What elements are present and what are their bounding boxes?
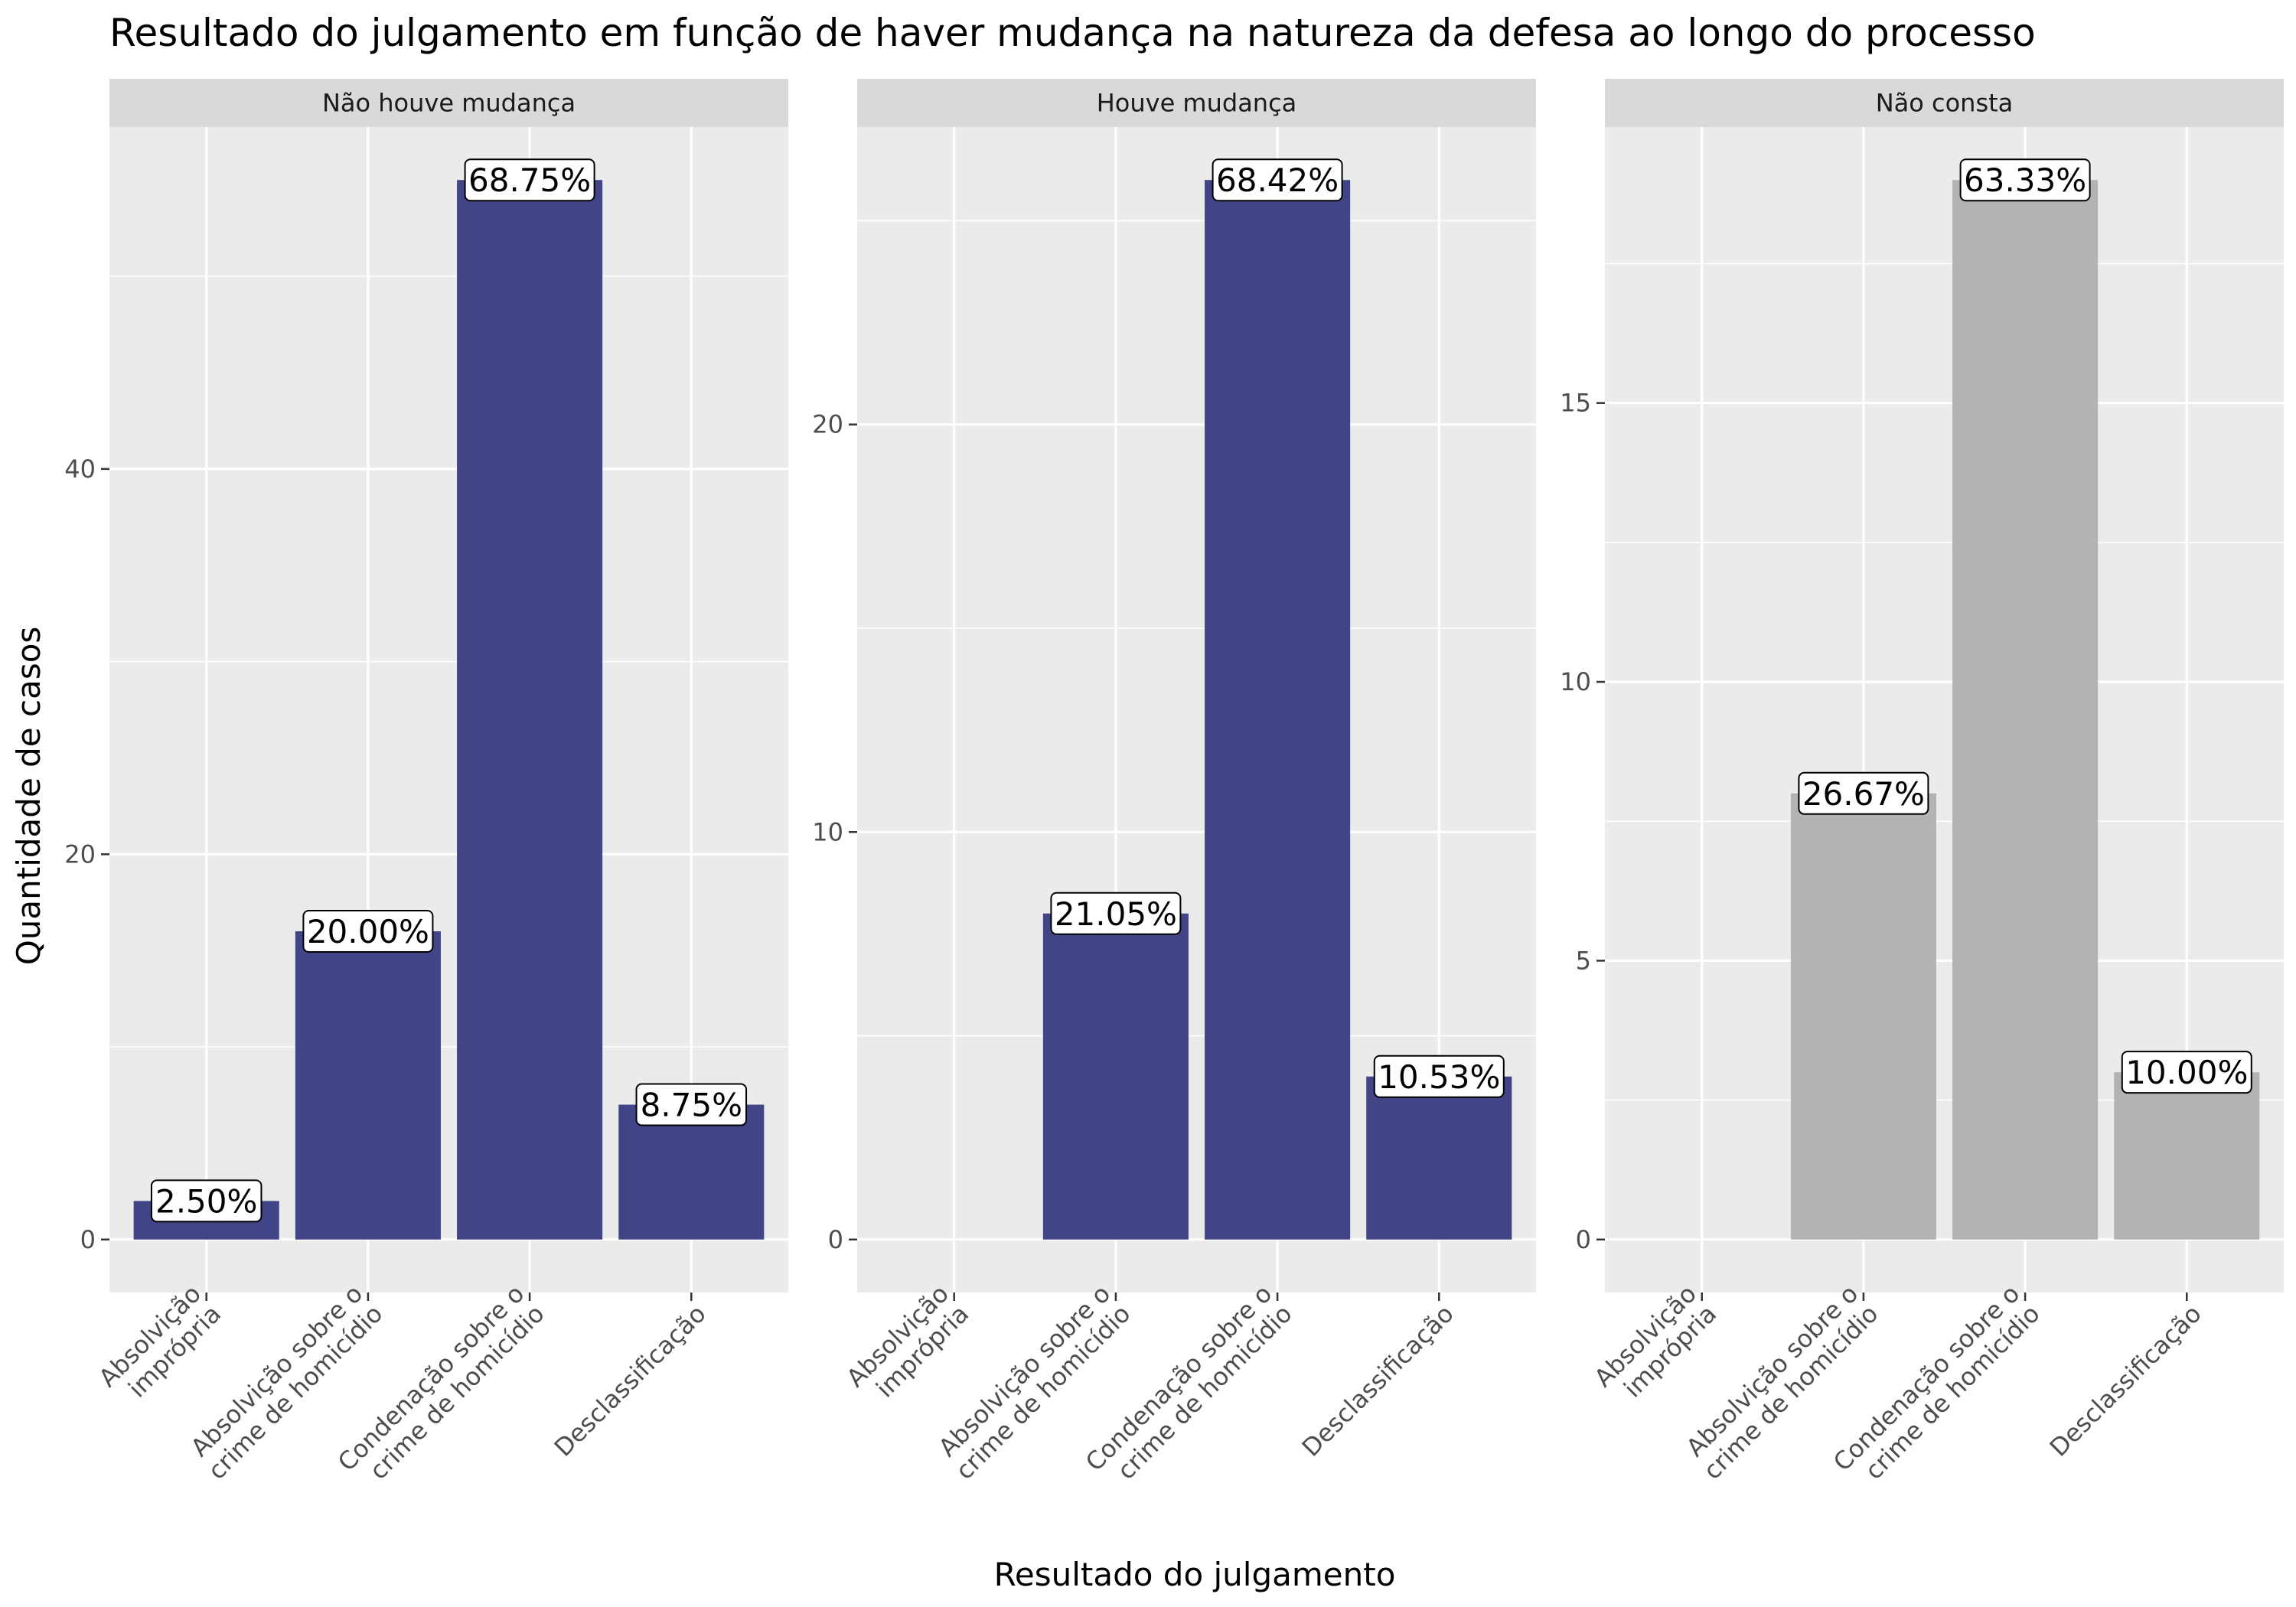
- bar: [618, 1104, 765, 1240]
- data-label-text: 68.42%: [1216, 161, 1339, 199]
- bar: [1042, 913, 1189, 1240]
- facet-panel: Houve mudança21.05%68.42%10.53%01020Abso…: [812, 79, 1536, 1485]
- data-label-text: 21.05%: [1055, 895, 1177, 933]
- y-tick-label: 40: [64, 455, 96, 484]
- bar: [1952, 180, 2099, 1240]
- data-label: 10.00%: [2121, 1051, 2252, 1094]
- facet-strip: [1605, 79, 2284, 127]
- y-tick-label: 20: [812, 410, 843, 439]
- data-label: 2.50%: [150, 1179, 263, 1223]
- data-label: 8.75%: [635, 1083, 748, 1126]
- data-label: 68.75%: [464, 158, 595, 202]
- data-label-box: [150, 1179, 263, 1223]
- data-label: 68.42%: [1212, 158, 1343, 202]
- data-label-text: 2.50%: [155, 1182, 257, 1220]
- facet-strip-label: Não consta: [1876, 89, 2014, 118]
- facet-panel: Não houve mudança 2.50% 20.00% 68.75% 8.75% 0…: [64, 79, 788, 1485]
- bar: [1366, 1076, 1512, 1240]
- y-tick-label: 0: [80, 1225, 96, 1254]
- y-tick-label: 20: [64, 839, 96, 869]
- x-tick-label-line: Desclassificação: [549, 1299, 712, 1462]
- x-tick-label-line: Desclassificação: [2044, 1299, 2207, 1462]
- bar: [1790, 793, 1936, 1240]
- facet-strip-label: Houve mudança: [1097, 89, 1297, 118]
- bar: [1205, 180, 1351, 1240]
- y-tick-label: 0: [1576, 1225, 1591, 1254]
- x-tick-label-line: crime de homicídio: [364, 1299, 550, 1485]
- y-axis-title: Quantidade de casos: [10, 627, 47, 966]
- data-label-text: 63.33%: [1964, 161, 2086, 199]
- y-tick-label: 15: [1560, 389, 1591, 418]
- data-label: 21.05%: [1050, 892, 1182, 935]
- facet-strip: [857, 79, 1536, 127]
- facet-strip: [109, 79, 788, 127]
- y-tick-label: 10: [1560, 667, 1591, 696]
- data-label-box: [1798, 771, 1929, 815]
- data-label-text: 10.00%: [2125, 1054, 2248, 1091]
- y-tick-label: 10: [812, 817, 843, 846]
- x-tick-label-line: crime de homicídio: [1859, 1299, 2045, 1485]
- data-label-box: [1050, 892, 1182, 935]
- data-label-box: [2121, 1051, 2252, 1094]
- x-tick-label: Desclassificação: [1296, 1299, 1459, 1462]
- chart-title: Resultado do julgamento em função de hav…: [109, 11, 2036, 55]
- data-label-box: [464, 158, 595, 202]
- data-label-box: [1212, 158, 1343, 202]
- data-label: 10.53%: [1373, 1054, 1505, 1098]
- data-label-text: 20.00%: [307, 913, 429, 950]
- y-tick-label: 5: [1576, 946, 1591, 975]
- data-label-box: [1373, 1054, 1505, 1098]
- x-tick-label-line: Desclassificação: [1296, 1299, 1459, 1462]
- data-label: 63.33%: [1959, 158, 2091, 202]
- x-axis-title: Resultado do julgamento: [994, 1556, 1396, 1593]
- data-label-box: [1959, 158, 2091, 202]
- x-tick-label: Desclassificação: [2044, 1299, 2207, 1462]
- data-label-text: 8.75%: [641, 1087, 742, 1124]
- y-tick-label: 0: [828, 1225, 843, 1254]
- data-label-box: [635, 1083, 748, 1126]
- facet-strip-label: Não houve mudança: [322, 89, 576, 118]
- data-label-text: 10.53%: [1378, 1058, 1500, 1096]
- data-label: 26.67%: [1798, 771, 1929, 815]
- data-label-text: 26.67%: [1802, 775, 1925, 813]
- facet-panel: Não consta26.67%63.33%10.00%051015Absolv…: [1560, 79, 2284, 1485]
- x-tick-label-line: crime de homicídio: [1111, 1299, 1297, 1485]
- bar: [457, 180, 603, 1240]
- data-label: 20.00%: [302, 909, 434, 953]
- data-label-box: [302, 909, 434, 953]
- data-label-text: 68.75%: [468, 161, 591, 199]
- x-tick-label: Desclassificação: [549, 1299, 712, 1462]
- facets-group: Não houve mudança 2.50% 20.00% 68.75% 8.75% 0…: [64, 79, 2284, 1485]
- bar: [2114, 1072, 2260, 1240]
- bar: [295, 931, 441, 1240]
